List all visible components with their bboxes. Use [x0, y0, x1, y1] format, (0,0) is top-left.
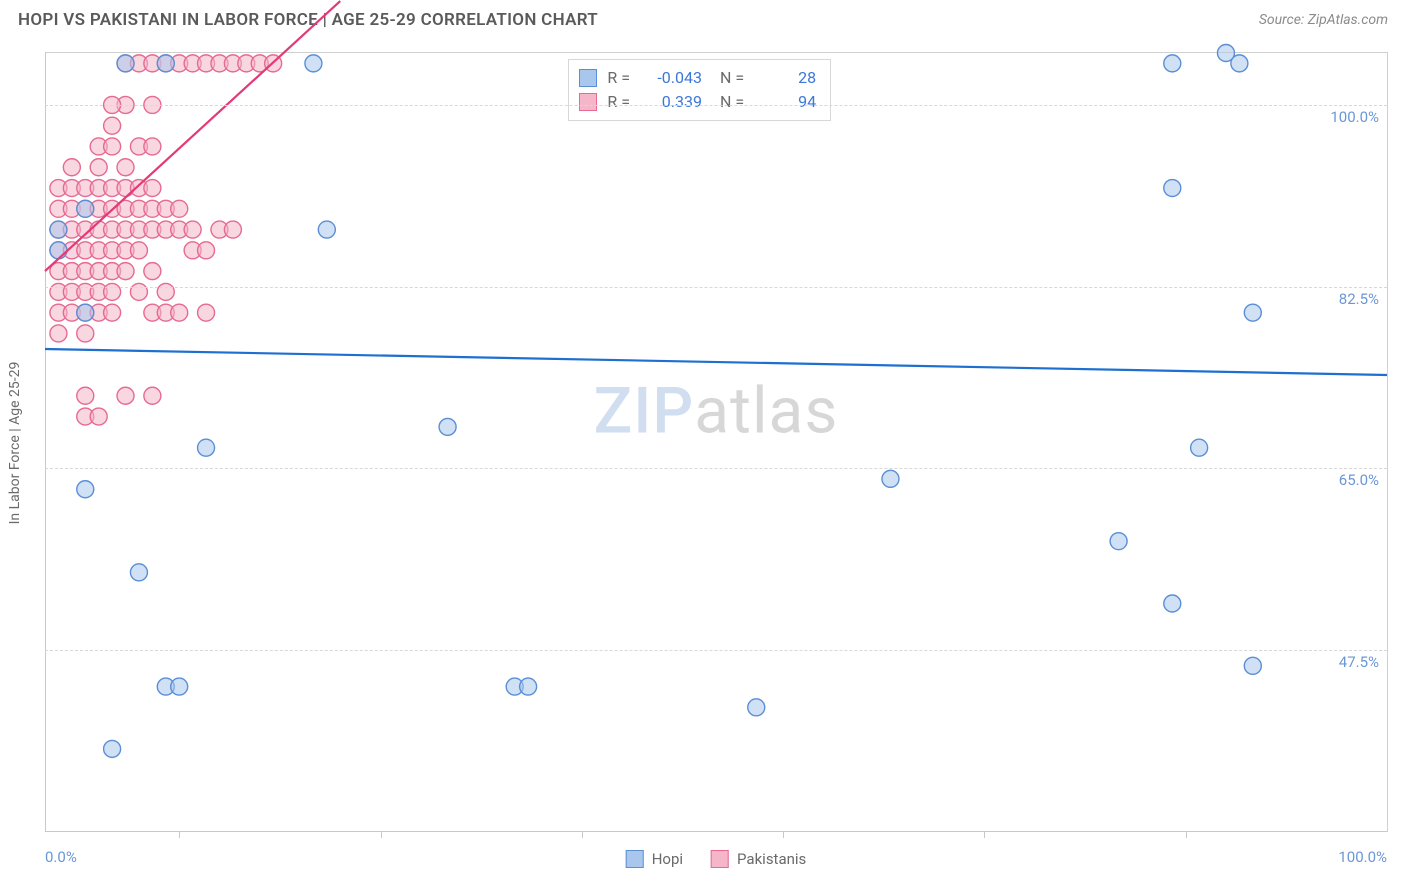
- scatter-point: [1244, 304, 1261, 321]
- scatter-point: [144, 180, 161, 197]
- scatter-point: [157, 55, 174, 72]
- x-tick: [582, 832, 583, 838]
- scatter-point: [117, 263, 134, 280]
- x-min-label: 0.0%: [45, 848, 77, 866]
- n-label: N =: [720, 90, 744, 114]
- scatter-point: [171, 304, 188, 321]
- y-axis-title: In Labor Force | Age 25-29: [7, 361, 23, 524]
- n-value-hopi: 28: [754, 66, 816, 90]
- scatter-point: [63, 159, 80, 176]
- scatter-point: [77, 200, 94, 217]
- legend-item-hopi: Hopi: [626, 850, 683, 868]
- scatter-point: [77, 481, 94, 498]
- scatter-point: [90, 159, 107, 176]
- scatter-point: [144, 263, 161, 280]
- r-label: R =: [607, 66, 630, 90]
- plot-svg: [45, 53, 1387, 832]
- gridline: [45, 468, 1387, 469]
- chart-title: HOPI VS PAKISTANI IN LABOR FORCE | AGE 2…: [18, 10, 598, 30]
- scatter-point: [882, 470, 899, 487]
- scatter-point: [1191, 439, 1208, 456]
- scatter-point: [90, 408, 107, 425]
- chart-area: In Labor Force | Age 25-29 ZIPatlas R = …: [45, 52, 1388, 832]
- scatter-point: [1164, 595, 1181, 612]
- y-tick-label: 65.0%: [1339, 471, 1379, 489]
- gridline: [45, 650, 1387, 651]
- scatter-point: [77, 387, 94, 404]
- x-max-label: 100.0%: [1338, 848, 1387, 866]
- scatter-point: [1110, 533, 1127, 550]
- scatter-point: [117, 55, 134, 72]
- legend-item-pakistanis: Pakistanis: [711, 850, 806, 868]
- chart-header: HOPI VS PAKISTANI IN LABOR FORCE | AGE 2…: [0, 0, 1406, 34]
- legend-label-hopi: Hopi: [652, 850, 683, 868]
- scatter-point: [318, 221, 335, 238]
- scatter-point: [117, 387, 134, 404]
- scatter-point: [104, 304, 121, 321]
- series-legend: Hopi Pakistanis: [626, 850, 807, 868]
- scatter-point: [198, 304, 215, 321]
- x-tick: [984, 832, 985, 838]
- scatter-point: [104, 117, 121, 134]
- y-tick-label: 100.0%: [1330, 108, 1379, 126]
- scatter-point: [171, 200, 188, 217]
- swatch-hopi: [579, 69, 597, 87]
- scatter-point: [1244, 657, 1261, 674]
- scatter-point: [77, 304, 94, 321]
- x-tick: [179, 832, 180, 838]
- scatter-point: [439, 418, 456, 435]
- scatter-point: [50, 242, 67, 259]
- scatter-point: [1164, 55, 1181, 72]
- scatter-point: [748, 699, 765, 716]
- x-tick: [1186, 832, 1187, 838]
- scatter-point: [184, 221, 201, 238]
- gridline: [45, 287, 1387, 288]
- scatter-point: [144, 138, 161, 155]
- corr-row-pakistanis: R = 0.339 N = 94: [579, 90, 816, 114]
- n-label: N =: [720, 66, 744, 90]
- x-tick: [381, 832, 382, 838]
- scatter-point: [117, 159, 134, 176]
- r-value-hopi: -0.043: [640, 66, 702, 90]
- n-value-pakistanis: 94: [754, 90, 816, 114]
- scatter-point: [144, 387, 161, 404]
- scatter-point: [198, 439, 215, 456]
- chart-source: Source: ZipAtlas.com: [1259, 12, 1388, 28]
- y-tick-label: 82.5%: [1339, 290, 1379, 308]
- correlation-legend: R = -0.043 N = 28 R = 0.339 N = 94: [568, 59, 831, 121]
- scatter-point: [305, 55, 322, 72]
- scatter-point: [130, 242, 147, 259]
- legend-label-pakistanis: Pakistanis: [737, 850, 806, 868]
- swatch-pakistanis: [579, 93, 597, 111]
- scatter-point: [520, 678, 537, 695]
- scatter-point: [50, 221, 67, 238]
- scatter-point: [50, 325, 67, 342]
- r-value-pakistanis: 0.339: [640, 90, 702, 114]
- scatter-point: [104, 740, 121, 757]
- r-label: R =: [607, 90, 630, 114]
- y-tick-label: 47.5%: [1339, 653, 1379, 671]
- scatter-point: [224, 221, 241, 238]
- x-tick: [783, 832, 784, 838]
- scatter-point: [171, 678, 188, 695]
- scatter-point: [77, 325, 94, 342]
- scatter-point: [104, 138, 121, 155]
- scatter-point: [198, 242, 215, 259]
- swatch-hopi: [626, 850, 644, 868]
- scatter-point: [1217, 45, 1234, 62]
- corr-row-hopi: R = -0.043 N = 28: [579, 66, 816, 90]
- swatch-pakistanis: [711, 850, 729, 868]
- plot-region: ZIPatlas: [45, 53, 1387, 832]
- gridline: [45, 105, 1387, 106]
- trend-line: [45, 349, 1387, 375]
- scatter-point: [1164, 180, 1181, 197]
- scatter-point: [130, 564, 147, 581]
